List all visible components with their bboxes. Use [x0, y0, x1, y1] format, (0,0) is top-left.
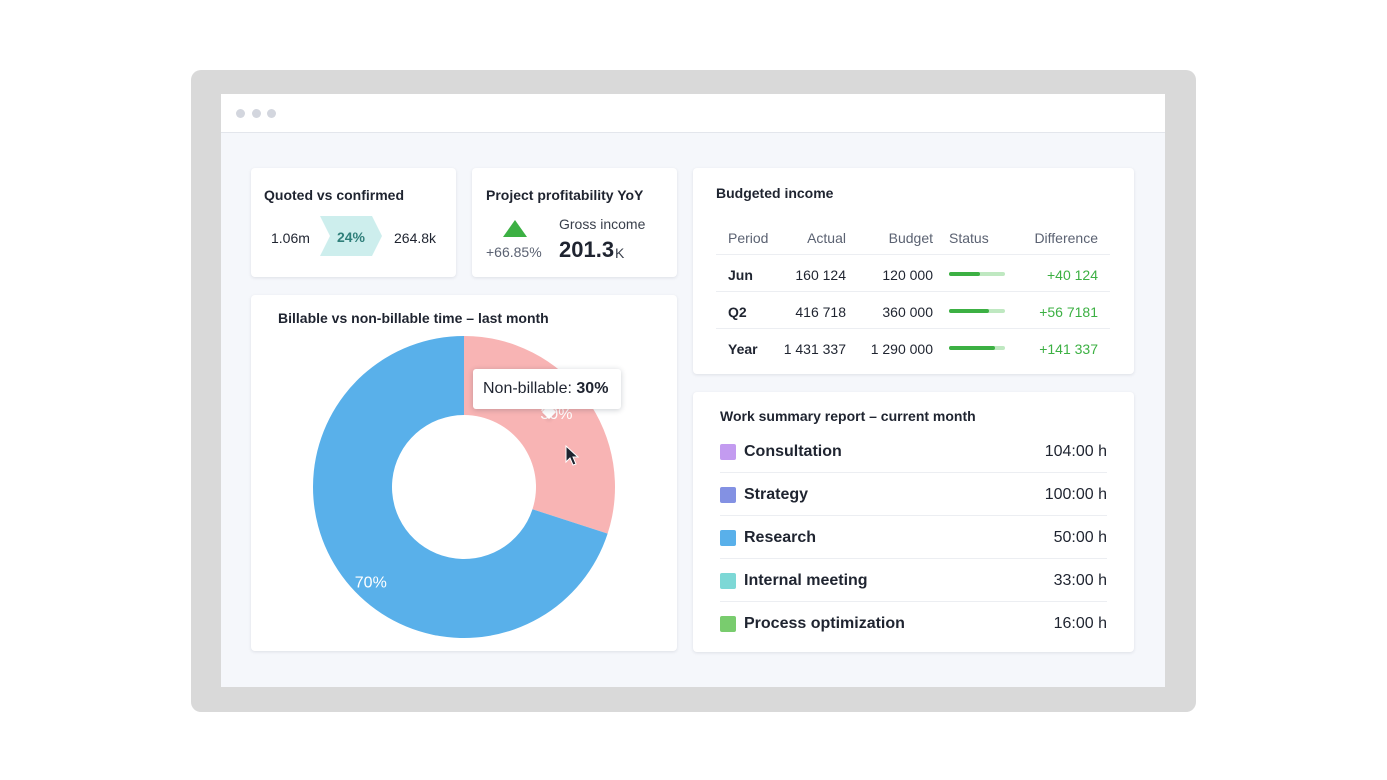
difference-cell: +40 124 [1047, 267, 1098, 283]
color-swatch [720, 573, 736, 589]
list-item[interactable]: Strategy 100:00 h [720, 473, 1107, 516]
activity-hours: 50:00 h [1053, 529, 1107, 546]
status-progress-bar [949, 346, 1005, 350]
tooltip-value: 30% [576, 380, 609, 397]
gross-income-label: Gross income [559, 216, 646, 232]
column-header[interactable]: Actual [807, 230, 846, 246]
slice-percent-label: 70% [355, 574, 387, 591]
column-header[interactable]: Period [728, 230, 769, 246]
table-row[interactable]: Year 1 431 337 1 290 000 +141 337 [716, 329, 1110, 366]
activity-hours: 100:00 h [1044, 486, 1107, 503]
budgeted-income-card[interactable]: Budgeted income Period Actual Budget Sta… [693, 168, 1134, 374]
status-progress-fill [949, 272, 981, 276]
chart-tooltip: Non-billable: 30% [473, 369, 621, 409]
window-dot-icon[interactable] [236, 109, 245, 118]
window-dot-icon[interactable] [267, 109, 276, 118]
confirmed-value: 264.8k [394, 230, 437, 246]
list-item[interactable]: Process optimization 16:00 h [720, 602, 1107, 645]
tooltip-label: Non-billable: [483, 380, 577, 397]
card-title: Budgeted income [716, 185, 834, 201]
period-cell: Jun [728, 267, 753, 283]
activity-label: Internal meeting [744, 572, 868, 589]
budget-cell: 120 000 [882, 267, 933, 283]
donut-slice-non-billable[interactable] [464, 336, 615, 534]
activity-hours: 33:00 h [1053, 572, 1107, 589]
column-header[interactable]: Status [949, 230, 989, 246]
app-window: Quoted vs confirmed 1.06m 24% 264.8k Pro… [221, 94, 1165, 687]
actual-cell: 1 431 337 [783, 341, 846, 357]
list-item[interactable]: Research 50:00 h [720, 516, 1107, 559]
conversion-ratio: 24% [336, 229, 366, 245]
difference-cell: +141 337 [1039, 341, 1098, 357]
actual-cell: 416 718 [795, 304, 846, 320]
work-summary-card[interactable]: Work summary report – current month Cons… [693, 392, 1134, 652]
list-item[interactable]: Internal meeting 33:00 h [720, 559, 1107, 602]
quoted-vs-confirmed-card[interactable]: Quoted vs confirmed 1.06m 24% 264.8k [251, 168, 456, 277]
period-cell: Q2 [728, 304, 747, 320]
yoy-change: +66.85% [486, 244, 542, 260]
donut-slice-billable[interactable] [313, 336, 608, 638]
profitability-card[interactable]: Project profitability YoY +66.85% Gross … [472, 168, 677, 277]
card-title: Billable vs non-billable time – last mon… [278, 310, 549, 326]
card-title: Quoted vs confirmed [264, 187, 405, 203]
gross-income-unit: K [615, 245, 625, 261]
activity-hours: 104:00 h [1044, 443, 1107, 460]
activity-hours: 16:00 h [1053, 615, 1107, 632]
budget-table: Period Actual Budget Status Difference J… [716, 218, 1110, 366]
status-progress-bar [949, 272, 1005, 276]
list-item[interactable]: Consultation 104:00 h [720, 430, 1107, 473]
status-progress-bar [949, 309, 1005, 313]
window-dot-icon[interactable] [252, 109, 261, 118]
mouse-cursor-icon [565, 445, 580, 466]
color-swatch [720, 530, 736, 546]
table-header: Period Actual Budget Status Difference [716, 218, 1110, 255]
color-swatch [720, 487, 736, 503]
budget-cell: 360 000 [882, 304, 933, 320]
billable-time-card[interactable]: Billable vs non-billable time – last mon… [251, 295, 677, 651]
triangle-up-icon [503, 220, 527, 237]
column-header[interactable]: Difference [1034, 230, 1098, 246]
window-titlebar [221, 94, 1165, 133]
work-summary-list: Consultation 104:00 h Strategy 100:00 h … [720, 430, 1107, 645]
activity-label: Consultation [744, 443, 842, 460]
actual-cell: 160 124 [795, 267, 846, 283]
quoted-value: 1.06m [271, 230, 310, 246]
activity-label: Strategy [744, 486, 809, 503]
column-header[interactable]: Budget [888, 230, 933, 246]
card-title: Project profitability YoY [486, 187, 644, 203]
status-progress-fill [949, 346, 995, 350]
activity-label: Process optimization [744, 615, 905, 632]
status-progress-fill [949, 309, 989, 313]
table-row[interactable]: Q2 416 718 360 000 +56 7181 [716, 292, 1110, 329]
card-title: Work summary report – current month [720, 408, 976, 424]
difference-cell: +56 7181 [1039, 304, 1098, 320]
color-swatch [720, 616, 736, 632]
chevron-arrow-icon [320, 216, 382, 256]
period-cell: Year [728, 341, 758, 357]
table-row[interactable]: Jun 160 124 120 000 +40 124 [716, 255, 1110, 292]
budget-cell: 1 290 000 [870, 341, 933, 357]
gross-income-value: 201.3 [559, 237, 615, 262]
activity-label: Research [744, 529, 817, 546]
color-swatch [720, 444, 736, 460]
